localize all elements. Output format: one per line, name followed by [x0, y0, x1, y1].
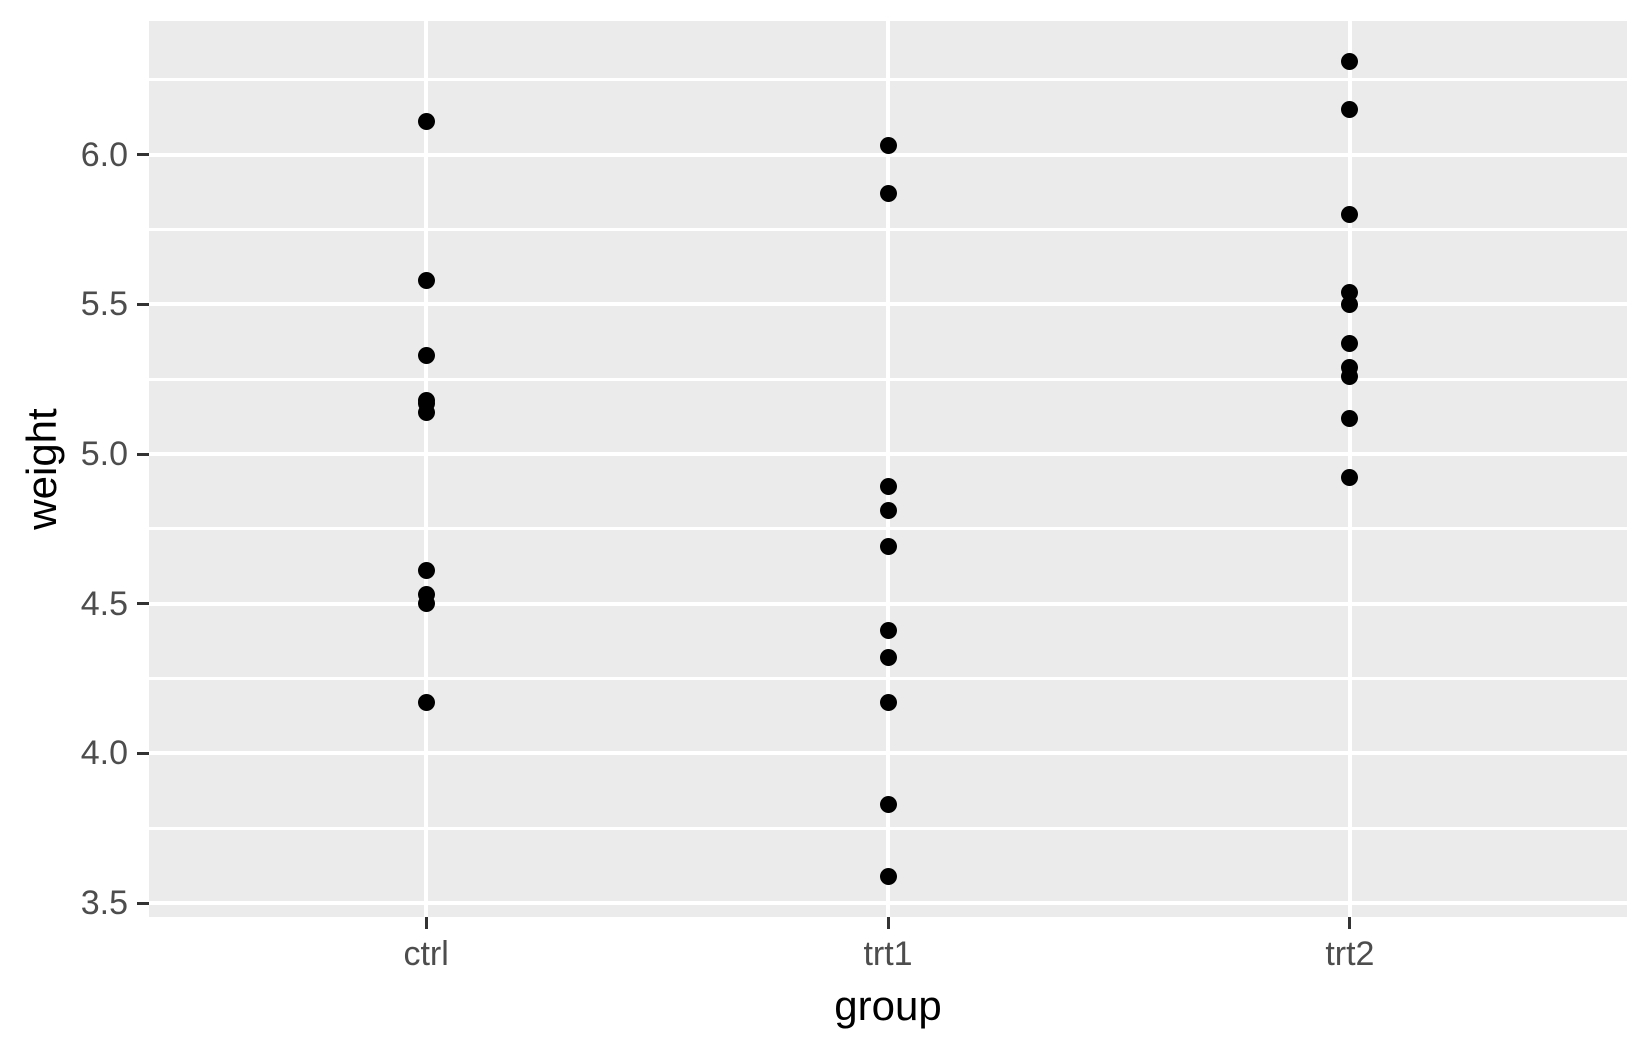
y-tick-label: 5.0	[80, 435, 128, 474]
y-tick-label: 3.5	[80, 884, 128, 923]
gridline-major-x	[424, 21, 429, 917]
data-point	[1341, 53, 1359, 71]
y-tick-label: 6.0	[80, 135, 128, 174]
x-axis-title: group	[834, 982, 942, 1029]
data-point	[417, 403, 435, 421]
data-point	[1341, 469, 1359, 487]
y-tick-mark	[137, 452, 149, 456]
data-point	[1341, 101, 1359, 119]
x-tick-mark	[1348, 917, 1352, 929]
data-point	[879, 795, 897, 813]
y-tick-label: 5.5	[80, 285, 128, 324]
data-point	[417, 113, 435, 131]
data-point	[879, 867, 897, 885]
data-point	[879, 538, 897, 556]
data-point	[879, 478, 897, 496]
data-point	[879, 694, 897, 712]
y-tick-label: 4.0	[80, 734, 128, 773]
data-point	[417, 586, 435, 604]
y-tick-mark	[137, 751, 149, 755]
data-point	[417, 271, 435, 289]
y-tick-mark	[137, 302, 149, 306]
x-tick-label: ctrl	[403, 935, 449, 973]
x-tick-mark	[424, 917, 428, 929]
data-point	[1341, 295, 1359, 313]
x-tick-mark	[886, 917, 890, 929]
data-point	[1341, 205, 1359, 223]
gridline-major-x	[1347, 21, 1352, 917]
y-tick-label: 4.5	[80, 584, 128, 623]
data-point	[879, 184, 897, 202]
data-point	[879, 137, 897, 155]
gridline-major-x	[886, 21, 890, 917]
data-point	[417, 346, 435, 364]
data-point	[879, 502, 897, 520]
plot-panel	[149, 21, 1627, 917]
data-point	[879, 622, 897, 640]
data-point	[1341, 367, 1359, 385]
data-point	[879, 649, 897, 667]
y-axis-title: weight	[18, 408, 65, 530]
data-point	[417, 694, 435, 712]
y-tick-mark	[137, 602, 149, 606]
x-tick-label: trt2	[1325, 935, 1375, 973]
x-tick-label: trt1	[863, 935, 913, 973]
y-tick-mark	[137, 153, 149, 157]
data-point	[417, 562, 435, 580]
data-point	[1341, 334, 1359, 352]
y-tick-mark	[137, 901, 149, 905]
data-point	[1341, 409, 1359, 427]
